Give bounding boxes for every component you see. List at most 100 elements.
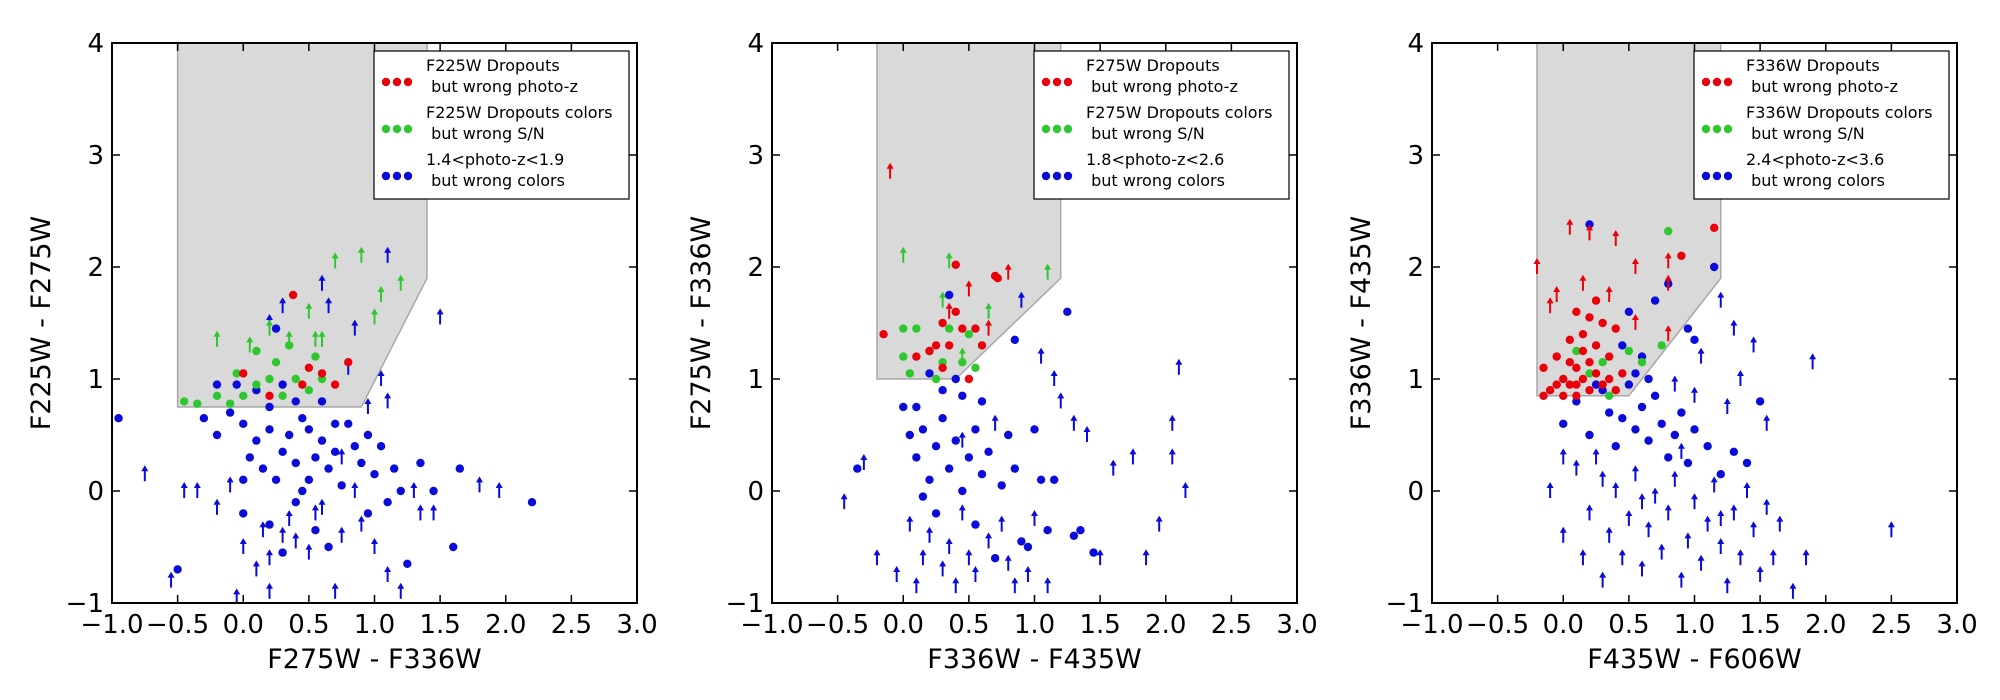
x-tick-label: 0.0 <box>883 610 924 640</box>
data-point <box>1565 380 1575 389</box>
lower-limit-arrow <box>1017 291 1025 308</box>
legend-marker <box>1041 124 1051 134</box>
data-point <box>997 481 1006 490</box>
data-point <box>993 274 1002 283</box>
data-point <box>527 498 537 507</box>
data-point <box>1716 470 1725 479</box>
data-point <box>298 414 307 423</box>
data-point <box>1559 374 1568 384</box>
data-point <box>1637 358 1647 367</box>
x-axis-label: F435W - F606W <box>1587 644 1801 675</box>
legend-label: but wrong colors <box>1086 171 1225 190</box>
lower-limit-arrow <box>1096 549 1104 566</box>
data-point <box>1578 346 1588 356</box>
x-tick-label: 3.0 <box>1276 610 1317 640</box>
lower-limit-arrow <box>1037 347 1045 364</box>
lower-limit-arrow <box>1546 482 1554 498</box>
lower-limit-arrow <box>476 476 483 493</box>
lower-limit-arrow <box>1566 218 1574 235</box>
lower-limit-arrow <box>926 526 933 543</box>
lower-limit-arrow <box>311 330 319 347</box>
lower-limit-arrow <box>285 330 293 347</box>
lower-limit-arrow <box>912 577 920 594</box>
data-point <box>278 548 287 557</box>
data-point <box>212 391 222 400</box>
y-axis-label: F336W - F435W <box>1346 216 1377 430</box>
plot-area <box>114 246 537 603</box>
lower-limit-arrow <box>1024 566 1032 582</box>
data-point <box>1729 447 1739 456</box>
data-point <box>311 526 320 535</box>
data-point <box>944 290 954 300</box>
legend-marker <box>392 171 402 181</box>
data-point <box>278 380 287 389</box>
lower-limit-arrow <box>1638 560 1646 577</box>
lower-limit-arrow <box>1533 258 1541 274</box>
data-point <box>1650 391 1660 400</box>
plot-area <box>1533 175 1895 599</box>
data-point <box>278 447 287 456</box>
lower-limit-arrow <box>1057 392 1065 409</box>
data-point <box>265 425 274 434</box>
lower-limit-arrow <box>1750 521 1758 538</box>
data-point <box>1591 296 1601 305</box>
lower-limit-arrow <box>1743 482 1751 498</box>
data-point <box>977 470 987 479</box>
data-point <box>239 419 248 428</box>
lower-limit-arrow <box>1789 582 1797 599</box>
data-point <box>1598 318 1607 328</box>
lower-limit-arrow <box>1671 470 1679 487</box>
data-point <box>944 464 954 473</box>
data-point <box>1677 408 1686 417</box>
lower-limit-arrow <box>1083 426 1091 442</box>
data-point <box>1611 386 1620 395</box>
lower-limit-arrow <box>311 504 319 521</box>
lower-limit-arrow <box>325 297 333 314</box>
lower-limit-arrow <box>899 246 907 263</box>
data-point <box>1585 369 1594 378</box>
legend-label: 2.4<photo-z<3.6 <box>1746 150 1884 169</box>
data-point <box>291 498 300 507</box>
legend-marker <box>392 124 402 134</box>
lower-limit-arrow <box>305 543 313 560</box>
x-tick-label: 0.0 <box>1543 610 1584 640</box>
data-point <box>944 324 954 333</box>
lower-limit-arrow <box>893 566 901 582</box>
lower-limit-arrow <box>1684 532 1692 549</box>
lower-limit-arrow <box>331 582 339 599</box>
data-point <box>199 414 209 423</box>
legend-marker <box>1701 171 1711 181</box>
lower-limit-arrow <box>266 549 273 566</box>
data-point <box>363 430 373 440</box>
selection-region <box>1536 43 1722 397</box>
data-point <box>344 419 353 428</box>
lower-limit-arrow <box>384 392 392 409</box>
legend-marker <box>1723 77 1733 87</box>
data-point <box>1017 537 1026 546</box>
data-point <box>1552 380 1561 389</box>
lower-limit-arrow <box>246 336 254 353</box>
x-axis-label: F336W - F435W <box>927 644 1141 675</box>
data-point <box>114 414 123 423</box>
data-point <box>291 397 300 406</box>
lower-limit-arrow <box>318 330 326 347</box>
data-point <box>1585 386 1594 395</box>
y-tick-label: 2 <box>87 253 104 283</box>
y-tick-label: 2 <box>747 253 764 283</box>
y-tick-label: 0 <box>1407 477 1424 507</box>
data-point <box>370 470 379 479</box>
y-tick-label: 4 <box>1407 29 1424 59</box>
data-point <box>1063 307 1072 316</box>
plot-area <box>840 162 1189 594</box>
lower-limit-arrow <box>371 538 378 554</box>
lower-limit-arrow <box>1175 358 1183 375</box>
lower-limit-arrow <box>1736 549 1744 566</box>
data-point <box>1657 419 1666 428</box>
lower-limit-arrow <box>371 308 378 325</box>
x-tick-label: 1.0 <box>1674 610 1715 640</box>
lower-limit-arrow <box>991 414 999 431</box>
data-point <box>1559 419 1568 428</box>
data-point <box>938 318 947 328</box>
x-tick-label: 1.5 <box>1739 610 1780 640</box>
